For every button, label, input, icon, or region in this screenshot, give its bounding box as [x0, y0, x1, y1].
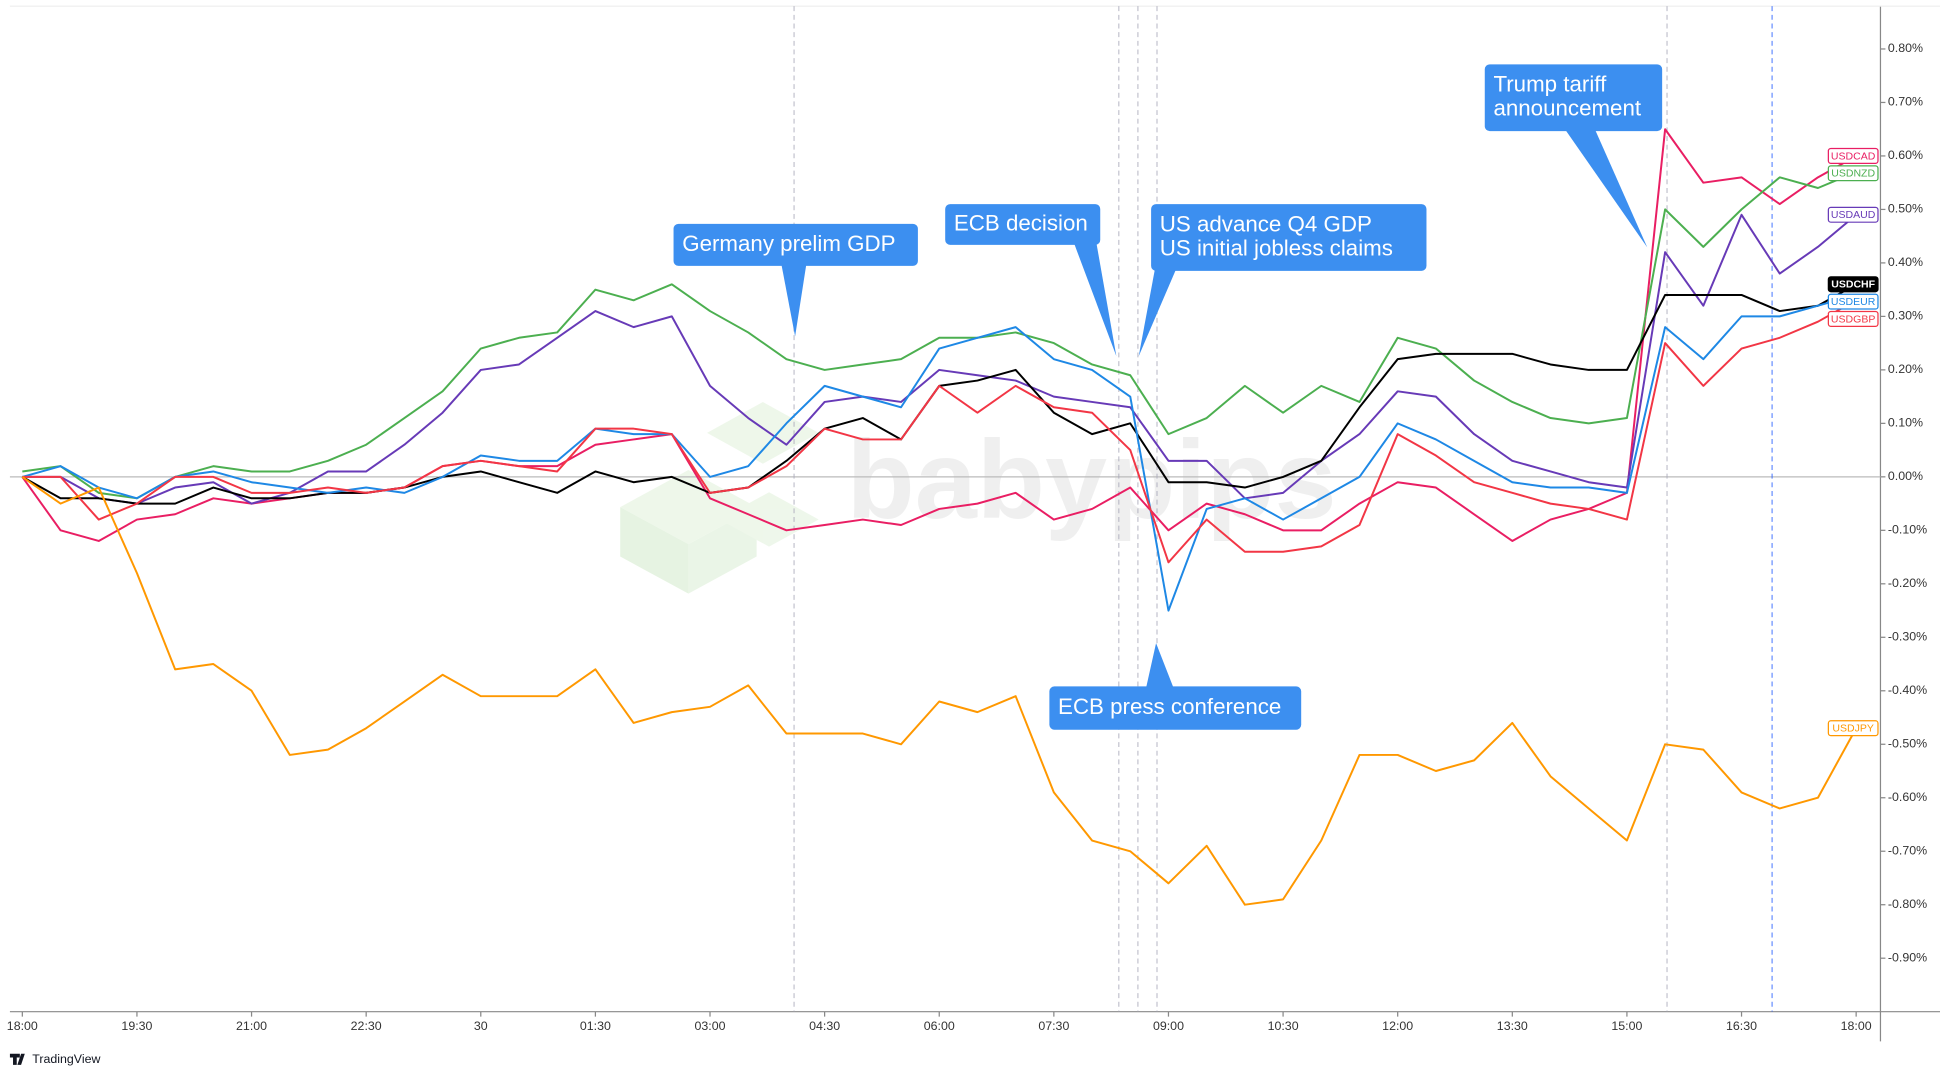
y-tick-label: -0.40% — [1888, 683, 1927, 697]
legend-tag: USDCHF — [1827, 276, 1879, 293]
legend-tag: USDGBP — [1827, 310, 1879, 327]
callout-text: US advance Q4 GDP — [1160, 211, 1372, 236]
legend-tag-box — [1827, 276, 1879, 293]
x-tick-label: 18:00 — [1841, 1019, 1872, 1033]
y-tick-label: 0.00% — [1888, 469, 1923, 483]
series-line — [21, 476, 1858, 906]
tradingview-logo — [9, 1053, 25, 1065]
legend-label: USDGBP — [1831, 313, 1875, 325]
y-tick-label: 0.40% — [1888, 255, 1923, 269]
x-tick-label: 10:30 — [1268, 1019, 1299, 1033]
callout-pointer — [781, 264, 807, 337]
legend-tag-box — [1827, 310, 1879, 327]
y-tick-label: -0.20% — [1888, 576, 1927, 590]
x-tick-label: 30 — [474, 1019, 488, 1033]
x-tick-label: 12:00 — [1382, 1019, 1413, 1033]
y-tick-label: 0.50% — [1888, 202, 1923, 216]
y-tick-label: -0.70% — [1888, 844, 1927, 858]
y-tick-label: -0.90% — [1888, 950, 1927, 964]
y-tick-label: 0.80% — [1888, 41, 1923, 55]
callout-box — [945, 204, 1101, 245]
legend-tag-box — [1827, 720, 1879, 737]
y-tick-label: 0.70% — [1888, 95, 1923, 109]
callout-text: Germany prelim GDP — [682, 231, 895, 256]
y-tick-label: -0.10% — [1888, 523, 1927, 537]
x-tick-label: 18:00 — [7, 1019, 38, 1033]
callout-box — [1484, 64, 1663, 132]
legend-label: USDJPY — [1832, 723, 1874, 735]
legend-tag: USDCAD — [1827, 147, 1879, 164]
x-tick-label: 01:30 — [580, 1019, 611, 1033]
callout-box — [1049, 686, 1302, 730]
callout-text: US initial jobless claims — [1160, 235, 1393, 260]
callout-box — [1151, 204, 1427, 271]
callout: ECB press conference — [1049, 643, 1302, 730]
branding: TradingView — [32, 1052, 100, 1066]
callout-text: ECB decision — [954, 210, 1088, 235]
callout-text: Trump tariff — [1493, 72, 1607, 97]
y-tick-label: 0.30% — [1888, 309, 1923, 323]
y-tick-label: -0.60% — [1888, 790, 1927, 804]
x-tick-label: 16:30 — [1726, 1019, 1757, 1033]
legend-tag: USDJPY — [1827, 720, 1879, 737]
series-line — [22, 294, 1857, 612]
x-tick-label: 09:00 — [1153, 1019, 1184, 1033]
legend-label: USDEUR — [1831, 296, 1876, 308]
x-tick-label: 19:30 — [121, 1019, 152, 1033]
legend-tag: USDAUD — [1827, 206, 1879, 223]
legend-tag: USDEUR — [1827, 293, 1879, 310]
legend-label: USDAUD — [1831, 209, 1876, 221]
x-tick-label: 04:30 — [809, 1019, 840, 1033]
legend-tag-box — [1827, 147, 1879, 164]
x-tick-label: 21:00 — [236, 1019, 267, 1033]
legend-tag: USDNZD — [1827, 165, 1879, 182]
legend-tag-box — [1827, 165, 1879, 182]
x-tick-label: 22:30 — [351, 1019, 382, 1033]
callout-pointer — [1146, 643, 1174, 688]
series-line — [22, 299, 1857, 564]
callout: Germany prelim GDP — [673, 223, 918, 337]
legend-tag-box — [1827, 293, 1879, 310]
x-tick-label: 13:30 — [1497, 1019, 1528, 1033]
callout-text: announcement — [1493, 96, 1641, 121]
x-tick-label: 06:00 — [924, 1019, 955, 1033]
y-tick-label: 0.20% — [1888, 362, 1923, 376]
legend-tag-box — [1827, 206, 1879, 223]
y-tick-label: -0.80% — [1888, 897, 1927, 911]
callout-box — [673, 223, 918, 266]
y-tick-label: -0.30% — [1888, 630, 1927, 644]
y-tick-label: -0.50% — [1888, 737, 1927, 751]
legend-label: USDNZD — [1831, 168, 1875, 180]
series-line — [22, 213, 1857, 505]
x-tick-label: 15:00 — [1611, 1019, 1642, 1033]
y-tick-label: 0.60% — [1888, 148, 1923, 162]
x-tick-label: 03:00 — [695, 1019, 726, 1033]
x-tick-label: 07:30 — [1038, 1019, 1069, 1033]
callout-text: ECB press conference — [1058, 694, 1281, 719]
series-line — [22, 171, 1857, 500]
legend-label: USDCHF — [1831, 279, 1875, 291]
watermark: babypips — [847, 417, 1337, 542]
y-tick-label: 0.10% — [1888, 416, 1923, 430]
legend-label: USDCAD — [1831, 150, 1876, 162]
